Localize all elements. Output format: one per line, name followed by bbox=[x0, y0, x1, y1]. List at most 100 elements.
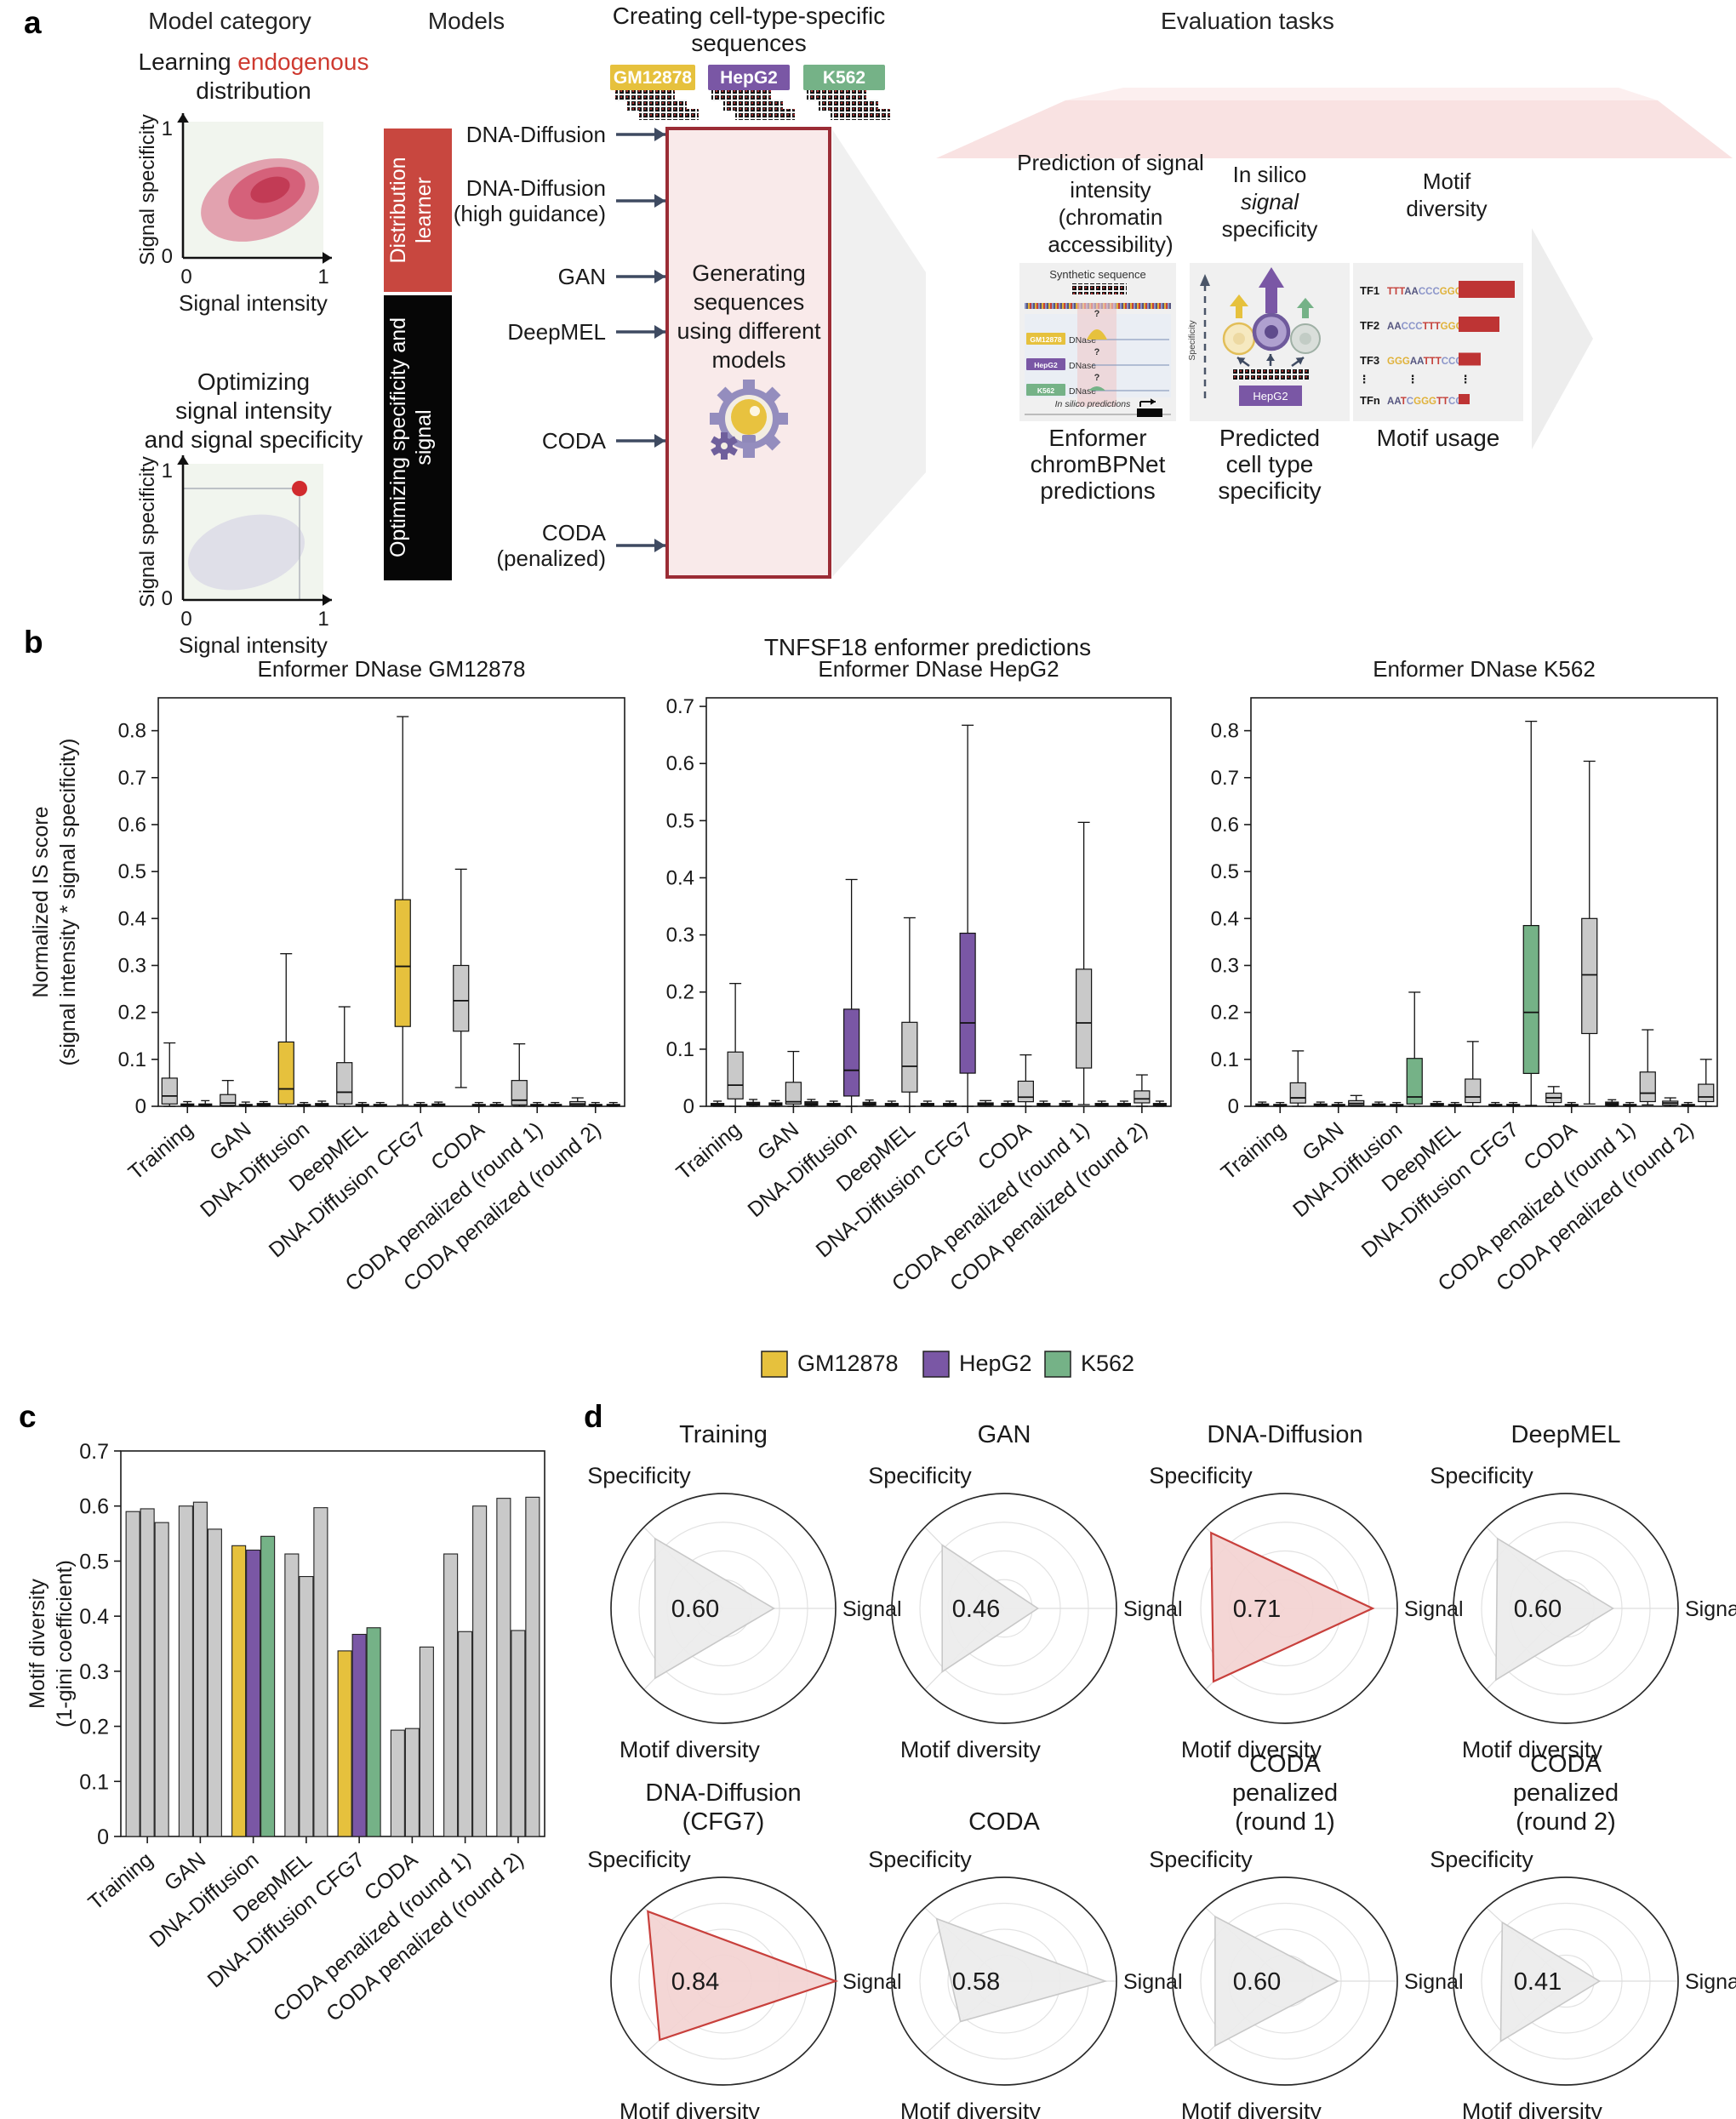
radar-center-value: 0.46 bbox=[952, 1596, 1000, 1623]
bar bbox=[299, 1575, 314, 1837]
panel-c-ylabel: Motif diversity bbox=[26, 1579, 49, 1709]
y-tick-label: 0.2 bbox=[1211, 1002, 1239, 1025]
radar-outer-circle bbox=[1172, 1493, 1398, 1724]
radar-polygon bbox=[654, 1537, 775, 1680]
x-tick-1: 1 bbox=[317, 266, 328, 288]
y-tick-label: 0.5 bbox=[666, 809, 694, 832]
hepg2-box bbox=[1239, 386, 1302, 406]
small-up-arrow-green bbox=[1302, 308, 1309, 318]
optimum-dot bbox=[292, 481, 307, 496]
motif-usage-bar bbox=[1459, 394, 1470, 404]
box bbox=[511, 1080, 528, 1105]
radar-title: (round 2) bbox=[1516, 1808, 1616, 1836]
y-tick-label: 0 bbox=[97, 1825, 109, 1849]
plot-frame bbox=[705, 697, 1172, 1107]
radar-polygon bbox=[1499, 1921, 1602, 2043]
bar bbox=[313, 1507, 328, 1837]
task-caption: cell type bbox=[1226, 451, 1314, 477]
legend-label: HepG2 bbox=[959, 1351, 1032, 1376]
bar bbox=[525, 1496, 540, 1837]
radar-title: DNA-Diffusion bbox=[1207, 1421, 1362, 1448]
task-caption: chromBPNet bbox=[1031, 451, 1166, 477]
task-title: intensity bbox=[1070, 177, 1151, 203]
tf-sequence: AATCGGGTTCC bbox=[1387, 397, 1463, 407]
model-arrow-icon bbox=[616, 193, 665, 208]
distribution-learner-label2: learner bbox=[412, 177, 436, 243]
legend-label: K562 bbox=[1081, 1351, 1134, 1376]
box bbox=[277, 1041, 294, 1105]
task-caption: Predicted bbox=[1219, 425, 1320, 451]
creating-sequences-header: Creating cell-type-specific bbox=[613, 3, 886, 29]
y-tick-label: 0.7 bbox=[1211, 767, 1239, 790]
track-cell-chip-label: HepG2 bbox=[1034, 361, 1058, 369]
y-tick-label: 0.8 bbox=[1211, 720, 1239, 743]
x-axis-arrow bbox=[183, 594, 332, 606]
x-tick-label: GAN bbox=[205, 1117, 256, 1165]
bar bbox=[366, 1627, 381, 1837]
gene-arrow-icon bbox=[1140, 398, 1156, 405]
box bbox=[1076, 968, 1093, 1069]
radar-outer-circle bbox=[1453, 1876, 1679, 2086]
y-tick-label: 0.8 bbox=[118, 720, 146, 743]
box bbox=[1289, 1082, 1306, 1104]
motif-usage-diagram: TF1 TTTAACCCGGG TF2 AACCCTTTGGG TF3 GGGAATTTC… bbox=[1353, 263, 1523, 421]
question-mark: ? bbox=[1094, 347, 1100, 357]
box bbox=[1134, 1090, 1151, 1104]
distribution-learner-label: Distribution bbox=[386, 157, 410, 263]
track-cell-chip bbox=[1026, 384, 1065, 396]
y-tick-label: 0.5 bbox=[79, 1550, 109, 1574]
kde-xlabel: Signal intensity bbox=[179, 290, 328, 316]
sequence-block bbox=[807, 90, 866, 101]
panel-d-radars: Training Specificity Signal Motif diversity… bbox=[587, 1421, 1736, 2119]
radar-title: (round 1) bbox=[1235, 1808, 1335, 1836]
tf-sequence: GGGAATTTCCC bbox=[1387, 357, 1463, 367]
generating-box-text: models bbox=[711, 347, 785, 373]
y-tick-label: 0.6 bbox=[1211, 814, 1239, 837]
radar-polygon bbox=[941, 1544, 1040, 1673]
y-tick-label: 0.3 bbox=[79, 1660, 109, 1684]
legend-swatch bbox=[922, 1351, 950, 1378]
model-name: CODA bbox=[542, 520, 607, 545]
y-tick-0: 0 bbox=[162, 245, 173, 268]
generating-box bbox=[665, 127, 831, 579]
task-caption: Motif usage bbox=[1377, 425, 1500, 451]
question-mark: ? bbox=[1094, 309, 1100, 319]
subplot-title: Enformer DNase GM12878 bbox=[257, 656, 525, 682]
sequence-block bbox=[615, 90, 675, 101]
radar-title: Training bbox=[679, 1421, 768, 1448]
optimizing-box-label: Optimizing specificity and bbox=[386, 317, 410, 557]
y-tick-label: 0.5 bbox=[1211, 860, 1239, 883]
y-tick-label: 0 bbox=[683, 1095, 694, 1118]
box bbox=[1017, 1080, 1034, 1103]
bar bbox=[140, 1508, 155, 1837]
vertical-dots: ⋮ bbox=[1408, 373, 1419, 386]
radar-title: CODA bbox=[1530, 1751, 1602, 1778]
distribution-learner-box bbox=[384, 129, 452, 292]
bar bbox=[351, 1633, 367, 1837]
task-title: (chromatin bbox=[1059, 204, 1163, 230]
box bbox=[727, 1051, 744, 1099]
track-cell-chip bbox=[1026, 333, 1065, 345]
track-assay-label: DNase bbox=[1069, 361, 1096, 371]
radar-axis-label-specificity: Specificity bbox=[868, 1463, 972, 1488]
bar bbox=[284, 1553, 300, 1837]
boxplot-box_k562: Enformer DNase K562 0 0.1 0.2 0.3 0.4 0.5 0.6 0.… bbox=[1211, 656, 1718, 1296]
kde-ylabel: Signal specificity bbox=[136, 456, 159, 607]
plot-frame bbox=[120, 1450, 545, 1837]
motif-usage-bar bbox=[1459, 281, 1515, 298]
model-name-line2: (high guidance) bbox=[454, 201, 606, 226]
y-tick-label: 0.6 bbox=[118, 814, 146, 837]
bar bbox=[192, 1501, 208, 1837]
y-tick-label: 0 bbox=[135, 1095, 146, 1118]
x-axis-arrow bbox=[183, 252, 332, 264]
tf-label: TF2 bbox=[1360, 319, 1379, 332]
cell-type-chip bbox=[708, 65, 790, 90]
radar-axis-label-specificity: Specificity bbox=[1149, 1463, 1253, 1488]
optimizing-title-line: Optimizing bbox=[197, 368, 310, 395]
task-title: accessibility) bbox=[1048, 231, 1173, 257]
bar bbox=[231, 1545, 247, 1837]
radar-outer-circle bbox=[891, 1876, 1117, 2086]
